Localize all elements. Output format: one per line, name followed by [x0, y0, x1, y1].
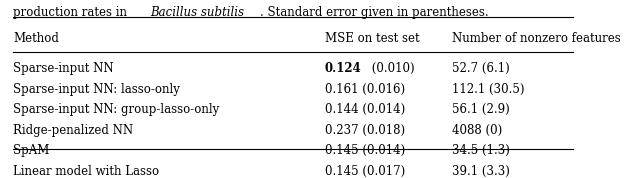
Text: 0.145 (0.017): 0.145 (0.017)	[325, 165, 405, 178]
Text: . Standard error given in parentheses.: . Standard error given in parentheses.	[260, 6, 488, 19]
Text: 52.7 (6.1): 52.7 (6.1)	[452, 62, 509, 75]
Text: 39.1 (3.3): 39.1 (3.3)	[452, 165, 510, 178]
Text: 56.1 (2.9): 56.1 (2.9)	[452, 103, 509, 116]
Text: Sparse-input NN: lasso-only: Sparse-input NN: lasso-only	[13, 83, 180, 96]
Text: 112.1 (30.5): 112.1 (30.5)	[452, 83, 524, 96]
Text: Bacillus subtilis: Bacillus subtilis	[150, 6, 244, 19]
Text: 0.124: 0.124	[325, 62, 362, 75]
Text: Ridge-penalized NN: Ridge-penalized NN	[13, 124, 133, 137]
Text: Linear model with Lasso: Linear model with Lasso	[13, 165, 159, 178]
Text: Sparse-input NN: group-lasso-only: Sparse-input NN: group-lasso-only	[13, 103, 219, 116]
Text: production rates in: production rates in	[13, 6, 131, 19]
Text: Number of nonzero features: Number of nonzero features	[452, 32, 621, 45]
Text: Method: Method	[13, 32, 59, 45]
Text: 0.237 (0.018): 0.237 (0.018)	[325, 124, 405, 137]
Text: SpAM: SpAM	[13, 144, 49, 157]
Text: Sparse-input NN: Sparse-input NN	[13, 62, 113, 75]
Text: 0.161 (0.016): 0.161 (0.016)	[325, 83, 405, 96]
Text: 4088 (0): 4088 (0)	[452, 124, 502, 137]
Text: 0.144 (0.014): 0.144 (0.014)	[325, 103, 405, 116]
Text: (0.010): (0.010)	[367, 62, 414, 75]
Text: MSE on test set: MSE on test set	[325, 32, 419, 45]
Text: 34.5 (1.3): 34.5 (1.3)	[452, 144, 510, 157]
Text: 0.145 (0.014): 0.145 (0.014)	[325, 144, 405, 157]
